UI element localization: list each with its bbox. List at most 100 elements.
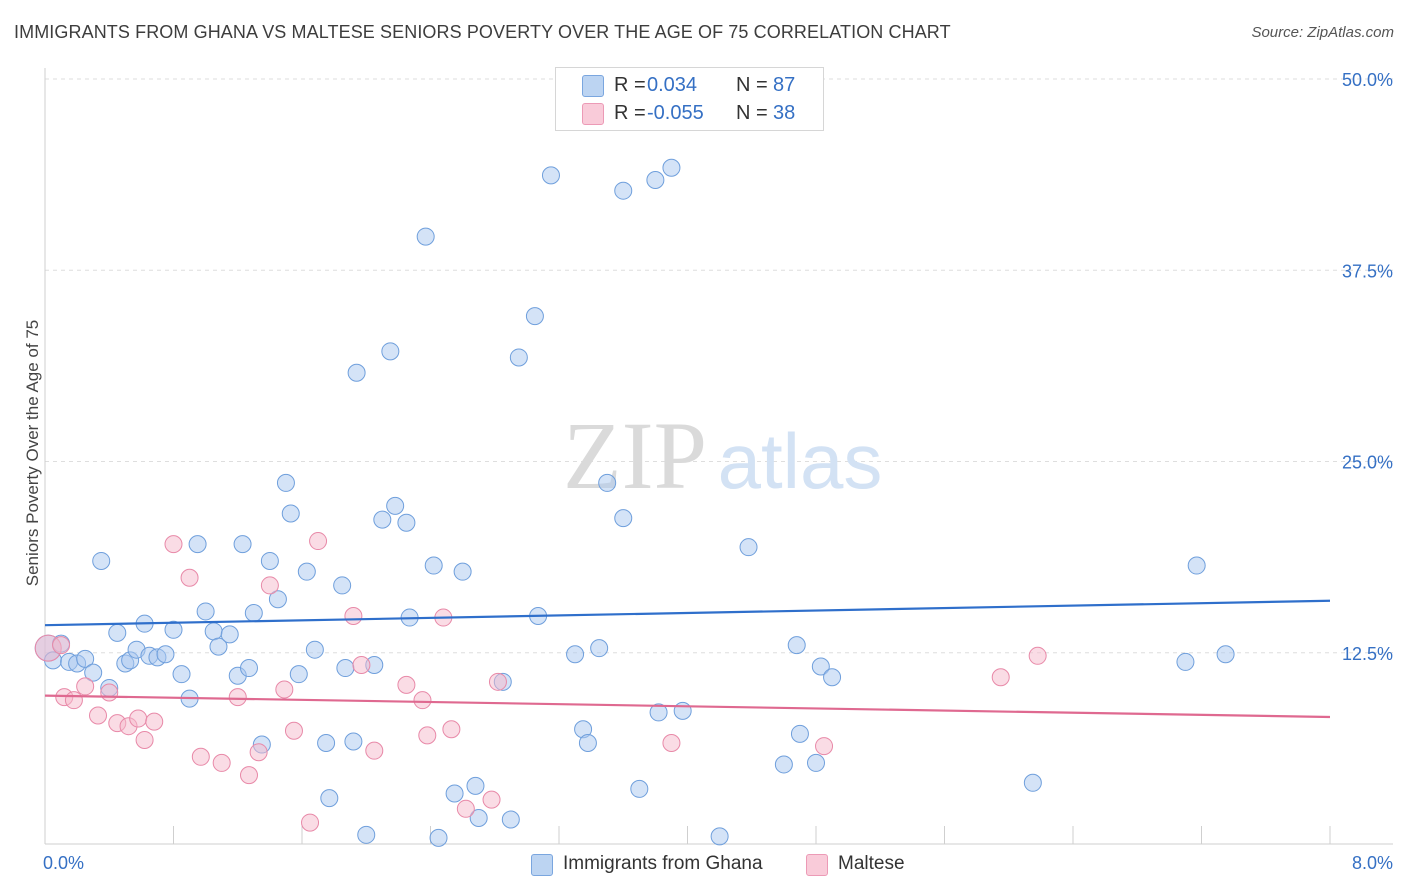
maltese-point xyxy=(662,734,681,753)
ghana-point xyxy=(445,784,464,803)
ghana-point xyxy=(787,636,806,655)
ghana-point xyxy=(233,535,252,554)
legend-swatch-maltese xyxy=(806,854,828,876)
ghana-point xyxy=(590,639,609,658)
maltese-point xyxy=(191,747,210,766)
n-value: 38 xyxy=(773,102,796,124)
maltese-point xyxy=(442,720,461,739)
legend-swatch-ghana xyxy=(531,854,553,876)
ghana-point xyxy=(1187,556,1206,575)
x-tick-label: 8.0% xyxy=(1352,853,1393,873)
maltese-point xyxy=(991,668,1010,687)
ghana-point xyxy=(525,307,544,326)
ghana-point xyxy=(188,535,207,554)
ghana-point xyxy=(646,170,665,189)
ghana-point xyxy=(196,602,215,621)
y-tick-label: 25.0% xyxy=(1342,453,1393,473)
maltese-point xyxy=(164,535,183,554)
maltese-point xyxy=(456,799,475,818)
maltese-point xyxy=(260,576,279,595)
ghana-point xyxy=(469,808,488,827)
maltese-point xyxy=(89,706,108,725)
ghana-point xyxy=(289,665,308,684)
maltese-point xyxy=(239,766,258,785)
r-label: R = xyxy=(614,74,646,96)
y-tick-label: 50.0% xyxy=(1342,70,1393,90)
ghana-point xyxy=(108,623,127,642)
ghana-point xyxy=(239,659,258,678)
legend-label-ghana: Immigrants from Ghana xyxy=(563,853,763,874)
ghana-point xyxy=(739,538,758,557)
ghana-point xyxy=(209,637,228,656)
ghana-point xyxy=(673,701,692,720)
maltese-point xyxy=(284,721,303,740)
maltese-point xyxy=(64,691,83,710)
ghana-point xyxy=(260,551,279,570)
y-tick-label: 37.5% xyxy=(1342,261,1393,281)
ghana-point xyxy=(244,603,263,622)
ghana-point xyxy=(373,510,392,529)
ghana-point xyxy=(305,640,324,659)
n-label: N = xyxy=(736,74,768,96)
r-label: R = xyxy=(614,102,646,124)
ghana-point xyxy=(156,645,175,664)
tick-label-layer: 12.5% 25.0% 37.5% 50.0% 0.0% 8.0% xyxy=(43,70,1393,873)
ghana-point xyxy=(172,665,191,684)
ghana-point xyxy=(790,724,809,743)
maltese-point xyxy=(482,790,501,809)
ghana-point xyxy=(347,363,366,382)
maltese-point xyxy=(815,737,834,756)
ghana-point xyxy=(1216,645,1235,664)
ghana-point xyxy=(710,827,729,846)
y-tick-label: 12.5% xyxy=(1342,644,1393,664)
ghana-point xyxy=(397,513,416,532)
maltese-point xyxy=(180,568,199,587)
maltese-point xyxy=(365,741,384,760)
maltese-point xyxy=(52,636,71,655)
ghana-point xyxy=(320,789,339,808)
maltese-point xyxy=(76,677,95,696)
trend-layer xyxy=(44,599,1331,719)
maltese-point xyxy=(397,675,416,694)
ghana-point xyxy=(662,158,681,177)
ghana-point xyxy=(614,181,633,200)
maltese-point xyxy=(309,532,328,551)
ghana-swatch xyxy=(582,75,604,97)
ghana-point xyxy=(541,166,560,185)
maltese-point xyxy=(212,753,231,772)
maltese-point xyxy=(145,712,164,731)
ghana-point xyxy=(333,576,352,595)
ghana-point xyxy=(1023,773,1042,792)
maltese-point xyxy=(129,709,148,728)
ghana-point xyxy=(220,625,239,644)
ghana-point xyxy=(268,590,287,609)
chart-title: IMMIGRANTS FROM GHANA VS MALTESE SENIORS… xyxy=(14,22,951,42)
series-legend: Immigrants from Ghana Maltese xyxy=(0,850,1406,880)
grid-layer xyxy=(45,78,1393,654)
maltese-point xyxy=(413,691,432,710)
ghana-point xyxy=(566,645,585,664)
ghana-point xyxy=(424,556,443,575)
ghana-point xyxy=(276,473,295,492)
ghana-point xyxy=(774,755,793,774)
source-label: Source: ZipAtlas.com xyxy=(1251,24,1394,41)
maltese-swatch xyxy=(582,103,604,125)
ghana-point xyxy=(281,504,300,523)
ghana-point xyxy=(807,753,825,772)
maltese-point xyxy=(249,743,268,762)
ghana-point xyxy=(453,562,472,581)
x-tick-label: 0.0% xyxy=(43,853,84,873)
maltese-point xyxy=(301,813,320,832)
watermark-atlas: atlas xyxy=(718,417,883,505)
ghana-point xyxy=(614,509,633,528)
maltese-point xyxy=(135,730,154,749)
ghana-point xyxy=(1176,652,1195,671)
ghana-point xyxy=(357,825,376,844)
ghana-point xyxy=(317,734,336,753)
ghana-point xyxy=(204,622,223,641)
ghana-point xyxy=(509,348,528,367)
maltese-point xyxy=(488,672,507,691)
points-layer xyxy=(34,158,1235,847)
ghana-point xyxy=(92,551,111,570)
